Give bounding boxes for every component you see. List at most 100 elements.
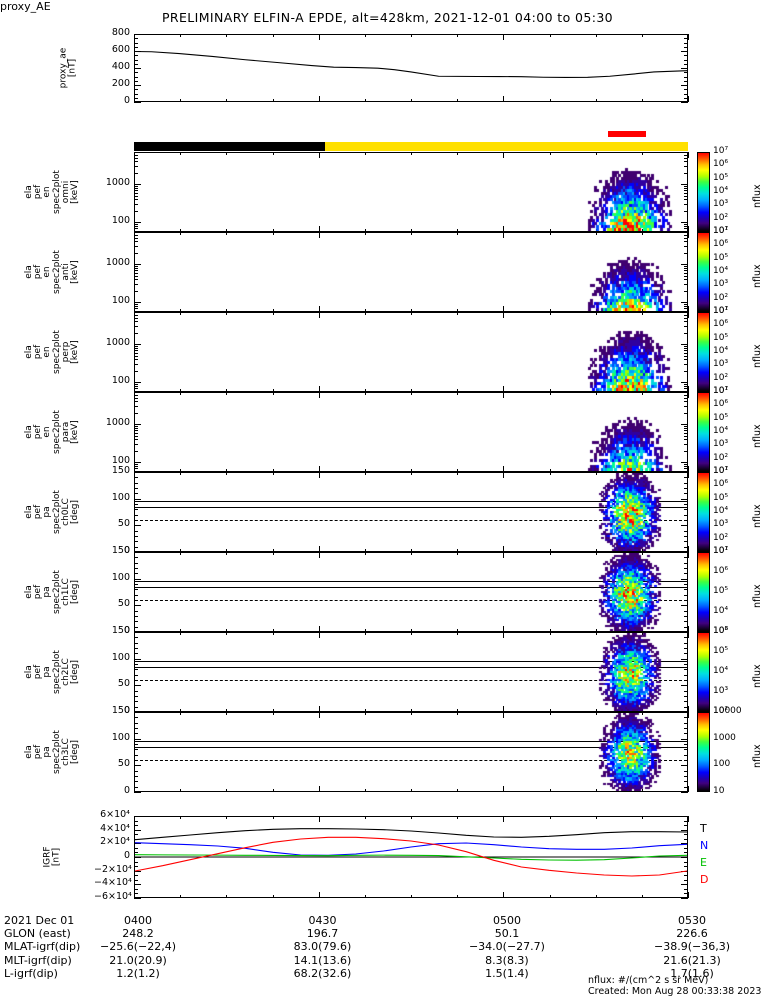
- igrf-ylabel-text: IGRF [nT]: [42, 846, 62, 868]
- cb-perp-label: 10⁷: [713, 306, 729, 316]
- footnote-created: Created: Mon Aug 28 00:33:38 2023: [588, 986, 762, 997]
- cb-anti: [697, 232, 710, 312]
- cb-para-label: 10⁴: [713, 426, 729, 436]
- table-row-label: MLT-igrf(dip): [4, 953, 72, 967]
- pitch-ch3LC-tick-label: 100: [111, 731, 130, 743]
- cb-para-label: 10⁶: [713, 399, 729, 410]
- pitch-ch0LC-tick-label: 50: [117, 518, 130, 530]
- table-row: L-igrf(dip) 1.2(1.2) 68.2(32.6) 1.5(1.4) 1.7…: [4, 967, 775, 980]
- status-bar-black-segment: [134, 142, 326, 151]
- igrf-tick-label: −6×10⁴: [94, 891, 132, 902]
- cb-anti-title: nflux: [752, 264, 763, 288]
- table-cell: 0500: [492, 914, 521, 927]
- igrf-tick-label: 2×10⁴: [100, 836, 130, 848]
- proxy-ae-right-label: proxy_AE: [0, 0, 51, 13]
- igrf-tick-label: 6×10⁴: [100, 809, 130, 820]
- cb-ch1: [697, 552, 710, 632]
- energy-panel-anti-ylabel-text: ela pef en spec2plot anti [keV]: [23, 250, 80, 294]
- cb-ch2-label: 10⁴: [713, 666, 729, 676]
- pitch-ch1LC-tick-label: 150: [111, 545, 130, 556]
- energy-panel-para-ylabel-text: ela pef en spec2plot para [keV]: [23, 410, 80, 454]
- cb-omni-label: 10⁵: [713, 172, 729, 183]
- cb-perp-title: nflux: [752, 344, 763, 368]
- cb-perp-label: 10³: [713, 359, 729, 370]
- proxy-ae-tick-label: 800: [111, 27, 130, 38]
- pitch-ch3LC-tick-label: 50: [117, 758, 130, 770]
- igrf-tick-label: −2×10⁴: [94, 863, 132, 875]
- table-cell: 21.0(20.9): [109, 953, 167, 967]
- footnote-units: nflux: #/(cm^2 s sr MeV): [588, 975, 709, 986]
- cb-omni-label: 10²: [713, 212, 729, 223]
- table-cell: 50.1: [494, 927, 520, 941]
- proxy-ae-tick-label: 200: [111, 78, 130, 89]
- cb-para-label: 10²: [713, 452, 729, 463]
- table-cell: 1.5(1.4): [485, 966, 529, 980]
- cb-omni-label: 10¹: [713, 226, 729, 236]
- energy-para-tick-label: 100: [111, 455, 130, 467]
- cb-anti-label: 10⁵: [713, 252, 729, 263]
- pitch-panel-ch1LC-ylabel-text: ela pef pa spec2plot ch1LC [deg]: [23, 570, 80, 614]
- pitch-panel-ch2LC-ylabel-text: ela pef pa spec2plot ch2LC [deg]: [23, 650, 80, 694]
- cb-para-label: 10⁵: [713, 412, 729, 423]
- cb-ch3-label: 100: [713, 759, 731, 770]
- table-row-label: L-igrf(dip): [4, 966, 58, 980]
- cb-para-label: 10³: [713, 439, 729, 450]
- energy-perp-tick-label: 1000: [105, 337, 130, 349]
- cb-ch1-label: 10⁵: [713, 586, 729, 596]
- pitch-ch2LC-tick-label: 0: [123, 705, 130, 716]
- cb-para-label: 10¹: [713, 466, 729, 476]
- table-row: MLAT-igrf(dip) −25.6(−22,4) 83.0(79.6) −34.…: [4, 940, 775, 953]
- pitch-ch2LC-tick-label: 150: [111, 625, 130, 636]
- cb-perp-label: 10¹: [713, 386, 729, 396]
- table-row-label: GLON (east): [4, 927, 71, 941]
- pitch-panel-ch1LC-spectrogram: [135, 553, 687, 631]
- energy-omni-tick-label: 1000: [105, 177, 130, 189]
- pitch-ch1LC-tick-label: 0: [123, 625, 130, 636]
- cb-ch1-label: 10⁷: [713, 546, 729, 556]
- cb-ch1-label: 10⁶: [713, 566, 729, 576]
- table-row: 2021 Dec 01 0400 0430 0500 0530: [4, 914, 775, 927]
- table-cell: 68.2(32.6): [293, 966, 352, 980]
- table-cell: 226.6: [676, 927, 708, 941]
- energy-omni-tick-label: 100: [111, 215, 130, 227]
- energy-anti-tick-label: 100: [111, 295, 130, 307]
- energy-anti-tick-label: 1000: [105, 257, 130, 269]
- cb-ch2-title: nflux: [752, 664, 763, 688]
- table-cell: 0530: [678, 914, 706, 927]
- table-cell: 196.7: [306, 927, 339, 941]
- pitch-panel-ch0LC-ylabel-text: ela pef pa spec2plot ch0LC [deg]: [23, 490, 80, 534]
- cb-anti-label: 10²: [713, 292, 729, 303]
- pitch-ch2LC-tick-label: 50: [117, 678, 130, 690]
- status-bar-yellow-segment: [325, 142, 688, 151]
- cb-omni: [697, 152, 710, 232]
- cb-ch0-label: 10⁶: [713, 479, 729, 490]
- cb-omni-label: 10³: [713, 199, 729, 210]
- cb-ch0: [697, 472, 710, 552]
- energy-panel-omni-ylabel-text: ela pef en spec2plot omni [keV]: [23, 170, 80, 214]
- energy-para-tick-label: 1000: [105, 417, 130, 429]
- bottom-parameter-table: 2021 Dec 01 0400 0430 0500 0530 GLON (east) 24…: [4, 914, 775, 980]
- cb-omni-label: 10⁴: [713, 186, 729, 196]
- pitch-ch0LC-tick-label: 100: [111, 491, 130, 503]
- table-cell: 14.1(13.6): [293, 953, 352, 967]
- cb-anti-label: 10⁷: [713, 226, 729, 236]
- table-row: GLON (east) 248.2 196.7 50.1 226.6: [4, 927, 775, 940]
- cb-perp-label: 10²: [713, 372, 729, 383]
- cb-ch1-label: 10⁴: [713, 606, 729, 616]
- proxy-ae-trace: [135, 50, 687, 78]
- igrf-traces: [135, 828, 687, 877]
- cb-ch0-label: 10¹: [713, 546, 729, 556]
- table-cell: 83.0(79.6): [293, 940, 352, 954]
- cb-ch0-label: 10³: [713, 519, 729, 530]
- status-bar-red-segment: [607, 131, 647, 137]
- cb-ch2-label: 10⁶: [713, 626, 729, 636]
- table-cell: 1.7(1.6): [670, 966, 714, 980]
- cb-ch1-label: 10³: [713, 626, 729, 636]
- cb-ch0-label: 10²: [713, 532, 729, 543]
- table-cell: 21.6(21.3): [663, 953, 721, 967]
- cb-ch2-label: 10⁵: [713, 646, 729, 656]
- table-cell: −25.6(−22,4): [99, 940, 176, 954]
- energy-panel-anti-spectrogram: [135, 233, 687, 311]
- cb-ch3-label: 1000: [713, 732, 736, 743]
- pitch-ch3LC-tick-label: 150: [111, 705, 130, 716]
